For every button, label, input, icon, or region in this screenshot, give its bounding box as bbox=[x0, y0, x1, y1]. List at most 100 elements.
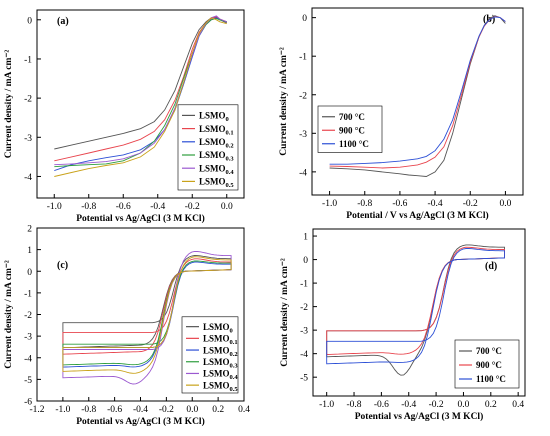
x-tick-label: -1.2 bbox=[29, 405, 44, 415]
x-tick-label: -0.2 bbox=[185, 202, 200, 212]
y-tick-label: -3 bbox=[299, 130, 307, 140]
y-tick-label: -4 bbox=[24, 173, 32, 183]
y-tick-label: -1 bbox=[300, 280, 308, 290]
y-tick-label: -3 bbox=[300, 327, 308, 337]
x-tick-label: 0.4 bbox=[238, 405, 250, 415]
y-axis-label: Current density / mA cm⁻² bbox=[279, 47, 289, 156]
y-tick-label: -5 bbox=[300, 374, 308, 384]
series-line bbox=[54, 18, 227, 168]
series-line bbox=[329, 16, 506, 165]
x-tick-label: -1.0 bbox=[47, 202, 62, 212]
y-tick-label: 0 bbox=[27, 16, 32, 26]
legend-label: 1100 °C bbox=[476, 374, 506, 384]
y-tick-label: -2 bbox=[24, 311, 32, 321]
y-tick-label: 1 bbox=[303, 233, 308, 243]
legend-label: LSMO0.1 bbox=[199, 124, 234, 137]
x-axis-label: Potential vs Ag/AgCl (3 M KCl) bbox=[355, 411, 484, 422]
y-tick-label: -6 bbox=[24, 398, 32, 408]
y-tick-label: -2 bbox=[299, 91, 307, 101]
y-axis-label: Current density / mA cm⁻² bbox=[4, 50, 14, 159]
series-line bbox=[54, 17, 227, 177]
legend-label: LSMO0 bbox=[199, 111, 229, 124]
legend-label: 900 °C bbox=[476, 360, 502, 370]
legend-label: LSMO0.2 bbox=[203, 345, 238, 358]
series-line bbox=[54, 15, 227, 166]
x-tick-label: 0.0 bbox=[186, 405, 198, 415]
panel-label: (d) bbox=[485, 261, 497, 272]
x-tick-label: -0.8 bbox=[81, 202, 96, 212]
x-tick-label: 0.0 bbox=[458, 400, 470, 410]
series-line bbox=[326, 246, 505, 355]
series-line bbox=[54, 16, 227, 162]
x-tick-label: 0.0 bbox=[221, 202, 233, 212]
panel-b: -1.0 -0.8 -0.6 -0.4 -0.2 0.0 0 -1 -2 -3 -4 Potentia… bbox=[279, 7, 524, 221]
series-line bbox=[62, 250, 232, 385]
x-tick-label: -0.4 bbox=[428, 199, 443, 209]
legend-label: 700 °C bbox=[476, 346, 502, 356]
y-axis-label: Current density / mA cm⁻² bbox=[4, 260, 14, 369]
x-tick-label: -0.2 bbox=[159, 405, 174, 415]
y-tick-label: -1 bbox=[24, 55, 32, 65]
y-tick-label: -4 bbox=[299, 168, 307, 178]
panel-d: -1.0 -0.8 -0.6 -0.4 -0.2 0.0 0.2 0.4 1 0 -1 -2 -3 -4 -… bbox=[280, 228, 526, 422]
x-tick-label: -1.0 bbox=[319, 400, 334, 410]
x-tick-label: -0.6 bbox=[107, 405, 122, 415]
legend-label: 900 °C bbox=[339, 125, 365, 135]
x-tick-label: 0.2 bbox=[485, 400, 497, 410]
y-tick-label: 0 bbox=[302, 14, 307, 24]
x-axis-label: Potential / V vs Ag/AgCl (3 M KCl) bbox=[346, 210, 488, 221]
legend-label: LSMO0.1 bbox=[203, 334, 238, 347]
x-tick-label: 0.2 bbox=[212, 405, 224, 415]
series-line bbox=[62, 256, 232, 374]
x-tick-label: -0.6 bbox=[374, 400, 389, 410]
y-tick-label: 1 bbox=[27, 246, 32, 256]
y-tick-label: -1 bbox=[299, 53, 307, 63]
y-tick-label: 0 bbox=[303, 256, 308, 266]
y-tick-label: -2 bbox=[24, 95, 32, 105]
x-tick-label: -0.8 bbox=[347, 400, 362, 410]
x-tick-label: -0.4 bbox=[133, 405, 148, 415]
series-line bbox=[326, 248, 505, 365]
legend-label: LSMO0.4 bbox=[199, 163, 234, 176]
y-axis-label: Current density / mA cm⁻² bbox=[280, 258, 290, 367]
panel-label: (a) bbox=[57, 16, 69, 27]
panel-label: (c) bbox=[57, 260, 68, 271]
x-tick-label: -1.0 bbox=[322, 199, 337, 209]
y-tick-label: -1 bbox=[24, 289, 32, 299]
x-tick-label: -0.2 bbox=[463, 199, 478, 209]
legend-label: LSMO0.3 bbox=[203, 357, 238, 370]
y-tick-label: -2 bbox=[300, 303, 308, 313]
y-tick-label: -4 bbox=[300, 350, 308, 360]
legend-box bbox=[317, 105, 383, 153]
legend-label: LSMO0.5 bbox=[203, 380, 238, 393]
legend-label: 700 °C bbox=[339, 112, 365, 122]
x-axis-label: Potential vs Ag/AgCl (3 M KCl) bbox=[76, 213, 205, 224]
x-tick-label: -0.8 bbox=[357, 199, 372, 209]
y-tick-label: -5 bbox=[24, 376, 32, 386]
legend-box bbox=[454, 339, 520, 389]
legend-label: LSMO0.4 bbox=[203, 369, 238, 382]
panel-a: -1.0 -0.8 -0.6 -0.4 -0.2 0.0 0 -1 -2 -3 -4 Potentia… bbox=[4, 9, 245, 224]
legend-label: 1100 °C bbox=[339, 139, 369, 149]
legend-label: LSMO0.3 bbox=[199, 150, 234, 163]
y-tick-label: -4 bbox=[24, 354, 32, 364]
panel-c: -1.2 -1.0 -0.8 -0.6 -0.4 -0.2 0.0 0.2 0.4 2 1 0 -1 -2… bbox=[4, 225, 250, 428]
x-tick-label: 0.0 bbox=[499, 199, 511, 209]
x-tick-label: -0.2 bbox=[429, 400, 444, 410]
legend-label: LSMO0.2 bbox=[199, 137, 234, 150]
x-tick-label: -0.8 bbox=[81, 405, 96, 415]
legend-label: LSMO0 bbox=[203, 322, 233, 335]
legend-box bbox=[181, 316, 239, 394]
x-tick-label: -0.4 bbox=[401, 400, 416, 410]
plot-frame bbox=[36, 9, 245, 199]
x-tick-label: -1.0 bbox=[55, 405, 70, 415]
x-tick-label: 0.4 bbox=[512, 400, 524, 410]
y-tick-label: 2 bbox=[27, 225, 32, 235]
x-tick-label: -0.4 bbox=[150, 202, 165, 212]
plot-frame bbox=[311, 7, 524, 196]
x-axis-label: Potential vs Ag/AgCl (3 M KCl) bbox=[76, 416, 205, 427]
y-tick-label: 0 bbox=[27, 268, 32, 278]
series-line bbox=[329, 15, 506, 177]
legend-label: LSMO0.5 bbox=[199, 177, 234, 190]
